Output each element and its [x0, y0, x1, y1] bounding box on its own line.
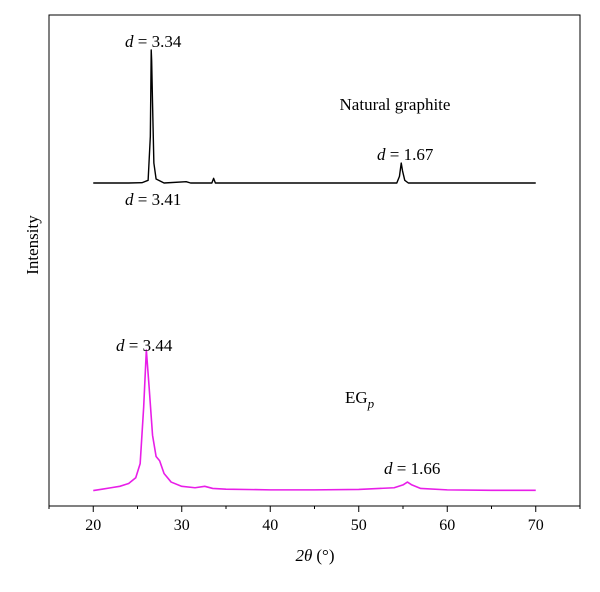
- series-line-natural-graphite: [93, 49, 536, 184]
- series-label-egp: EGp: [345, 388, 375, 411]
- x-tick-label-30: 30: [174, 517, 190, 534]
- x-axis-unit: (°): [316, 546, 334, 565]
- x-tick-label-50: 50: [351, 517, 367, 534]
- series-label-egp-main: EG: [345, 388, 368, 407]
- annotation-d-344: d = 3.44: [116, 336, 173, 355]
- series-label-egp-sub: p: [367, 396, 375, 411]
- annotation-d-166: d = 1.66: [384, 459, 440, 478]
- x-tick-label-40: 40: [262, 517, 278, 534]
- annotation-d-341: d = 3.41: [125, 190, 181, 209]
- x-tick-label-70: 70: [528, 517, 544, 534]
- plot-frame: [48, 14, 581, 507]
- series-layer: [93, 49, 536, 492]
- annotation-d-167: d = 1.67: [377, 145, 434, 164]
- annotation-d-334: d = 3.34: [125, 32, 182, 51]
- series-label-natural-graphite: Natural graphite: [340, 95, 451, 114]
- x-axis-label: 2θ (°): [296, 546, 335, 565]
- x-axis-variable: 2θ: [296, 546, 313, 565]
- x-tick-label-20: 20: [85, 517, 101, 534]
- series-line-egp: [93, 349, 536, 492]
- x-tick-label-60: 60: [439, 517, 455, 534]
- x-axis-ticks: 20 30 40 50 60 70: [48, 506, 581, 534]
- y-axis-label: Intensity: [23, 215, 42, 275]
